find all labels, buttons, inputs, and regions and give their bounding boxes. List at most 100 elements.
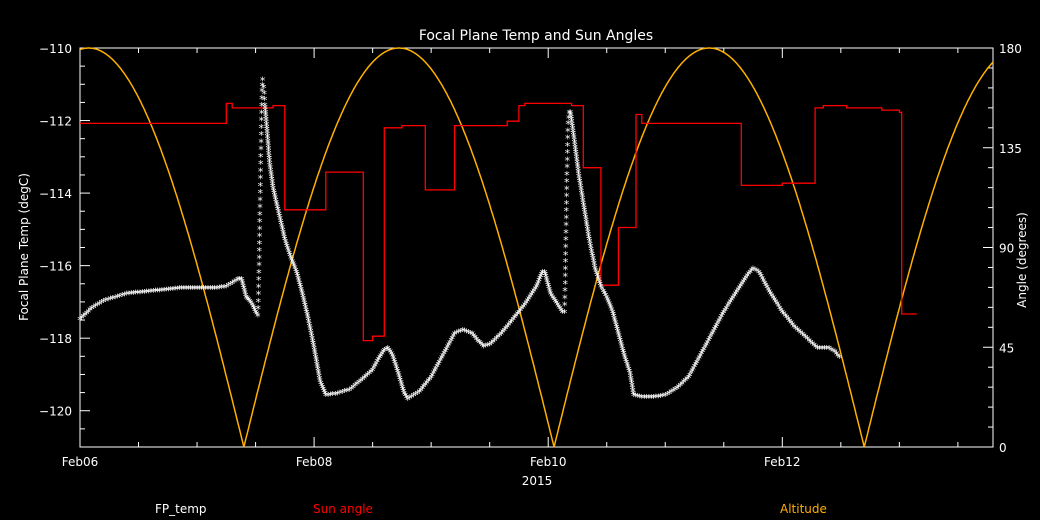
fp-temp-point: * [735, 285, 741, 298]
fp-temp-point: * [99, 297, 105, 310]
fp-temp-point: * [555, 300, 561, 313]
fp-temp-point: * [300, 289, 306, 302]
fp-temp-point: * [828, 344, 834, 357]
fp-temp-point: * [689, 366, 695, 379]
fp-temp-point: * [687, 370, 693, 383]
fp-temp-point: * [500, 327, 506, 340]
fp-temp-point: * [161, 285, 167, 298]
fp-temp-point: * [157, 285, 163, 298]
fp-temp-point: * [168, 284, 174, 297]
fp-temp-point: * [563, 220, 569, 233]
fp-temp-point: * [82, 309, 88, 322]
fp-temp-point: * [542, 267, 548, 280]
fp-temp-point: * [573, 145, 579, 158]
fp-temp-point: * [266, 146, 272, 159]
fp-temp-point: * [480, 340, 486, 353]
chart-title: Focal Plane Temp and Sun Angles [419, 28, 653, 44]
fp-temp-point: * [105, 295, 111, 308]
fp-temp-point: * [239, 274, 245, 287]
fp-temp-point: * [522, 300, 528, 313]
fp-temp-point: * [666, 388, 672, 401]
fp-temp-point: * [259, 100, 265, 113]
fp-temp-point: * [516, 307, 522, 320]
fp-temp-point: * [332, 389, 338, 402]
fp-temp-point: * [705, 337, 711, 350]
fp-temp-point: * [263, 110, 269, 123]
fp-temp-point: * [733, 289, 739, 302]
fp-temp-point: * [103, 295, 109, 308]
fp-temp-point: * [530, 287, 536, 300]
fp-temp-point: * [494, 333, 500, 346]
fp-temp-point: * [606, 299, 612, 312]
axis-ticks: Feb06 Feb08 Feb10 Feb12 −110 −112 −114 −116 −118… [39, 42, 1022, 469]
fp-temp-point: * [274, 197, 280, 210]
fp-temp-point: * [478, 339, 484, 352]
fp-temp-point: * [310, 336, 316, 349]
fp-temp-point: * [466, 327, 472, 340]
fp-temp-point: * [538, 271, 544, 284]
fp-temp-point: * [563, 227, 569, 240]
fp-temp-point: * [575, 159, 581, 172]
fp-temp-point: * [319, 380, 325, 393]
fp-temp-point: * [280, 227, 286, 240]
fp-temp-point: * [298, 284, 304, 297]
fp-temp-point: * [378, 350, 384, 363]
fp-temp-point: * [577, 174, 583, 187]
fp-temp-point: * [787, 316, 793, 329]
fp-temp-point: * [153, 286, 159, 299]
fp-temp-point: * [577, 176, 583, 189]
fp-temp-point: * [617, 335, 623, 348]
fp-temp-point: * [474, 334, 480, 347]
fp-temp-point: * [572, 135, 578, 148]
fp-temp-point: * [77, 314, 83, 327]
fp-temp-point: * [354, 379, 360, 392]
fp-temp-point: * [401, 388, 407, 401]
fp-temp-point: * [391, 353, 397, 366]
fp-temp-point: * [144, 287, 150, 300]
x-tick-label: Feb08 [296, 455, 333, 469]
fp-temp-point: * [304, 309, 310, 322]
fp-temp-point: * [258, 173, 264, 186]
fp-temp-point: * [281, 230, 287, 243]
fp-temp-point: * [439, 353, 445, 366]
fp-temp-point: * [370, 365, 376, 378]
fp-temp-point: * [365, 370, 371, 383]
fp-temp-point: * [279, 223, 285, 236]
fp-temp-point: * [346, 385, 352, 398]
fp-temp-point: * [597, 279, 603, 292]
fp-temp-point: * [376, 354, 382, 367]
fp-temp-point: * [626, 364, 632, 377]
fp-temp-point: * [813, 342, 819, 355]
fp-temp-point: * [373, 358, 379, 371]
fp-temp-point: * [249, 300, 255, 313]
fp-temp-point: * [300, 291, 306, 304]
fp-temp-point: * [464, 326, 470, 339]
fp-temp-point: * [743, 273, 749, 286]
fp-temp-point: * [190, 283, 196, 296]
fp-temp-point: * [564, 184, 570, 197]
fp-temp-point: * [746, 269, 752, 282]
fp-temp-point: * [532, 283, 538, 296]
fp-temp-point: * [713, 322, 719, 335]
fp-temp-point: * [622, 353, 628, 366]
fp-temp-point: * [264, 127, 270, 140]
fp-temp-point: * [581, 200, 587, 213]
fp-temp-point: * [800, 329, 806, 342]
y-left-tick-label: −118 [39, 332, 72, 346]
fp-temp-point: * [255, 303, 261, 316]
fp-temp-point: * [510, 314, 516, 327]
fp-temp-point: * [810, 338, 816, 351]
fp-temp-point: * [124, 289, 130, 302]
fp-temp-point: * [427, 374, 433, 387]
fp-temp-point: * [413, 389, 419, 402]
fp-temp-point: * [242, 288, 248, 301]
fp-temp-point: * [266, 148, 272, 161]
fp-temp-point: * [360, 374, 366, 387]
fp-temp-point: * [564, 162, 570, 175]
fp-temp-point: * [546, 282, 552, 295]
y-axis-left-label: Focal Plane Temp (degC) [17, 173, 31, 321]
fp-temp-point: * [754, 266, 760, 279]
fp-temp-point: * [489, 338, 495, 351]
fp-temp-point: * [335, 388, 341, 401]
fp-temp-point: * [309, 331, 315, 344]
